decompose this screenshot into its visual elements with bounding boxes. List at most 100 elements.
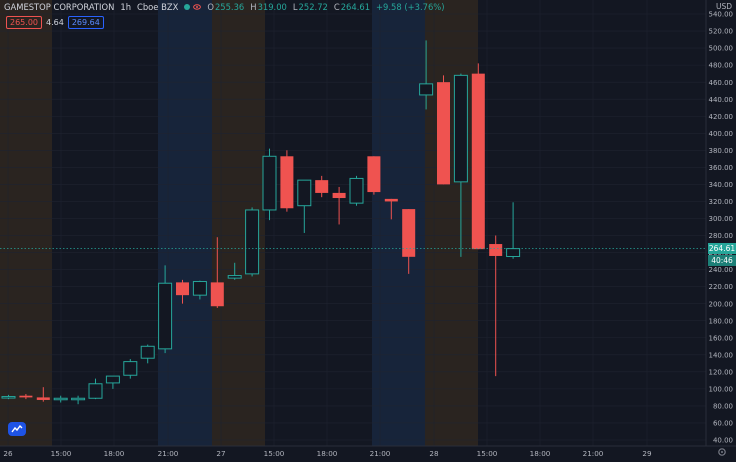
candle-body-up bbox=[506, 248, 521, 258]
candle-body-up bbox=[123, 361, 138, 376]
price-axis[interactable]: 540.00 520.00 500.00 480.00 460.00 440.00 420.… bbox=[705, 0, 734, 446]
settings-gear-icon[interactable] bbox=[716, 446, 728, 458]
candle bbox=[315, 175, 329, 198]
candle-body-down bbox=[332, 192, 346, 199]
buy-button[interactable]: 269.64 bbox=[67, 16, 104, 29]
interval-label[interactable]: 1h bbox=[120, 2, 132, 12]
spread-value: 4.64 bbox=[46, 18, 64, 27]
candle-body-down bbox=[367, 156, 381, 193]
price-tick-label: 320.00 bbox=[709, 198, 734, 206]
candle-body-up bbox=[158, 282, 173, 350]
candle bbox=[262, 148, 277, 221]
candle-series bbox=[1, 40, 521, 405]
eye-icon[interactable] bbox=[193, 3, 202, 11]
candle bbox=[36, 387, 50, 402]
candle-body-up bbox=[245, 209, 260, 275]
candle bbox=[19, 393, 33, 400]
legend-header: GAMESTOP CORPORATION 1h Cboe BZX O255.36… bbox=[0, 0, 706, 14]
legend-icons bbox=[184, 3, 202, 11]
candle-body-down bbox=[36, 397, 50, 400]
candle bbox=[176, 279, 189, 304]
candle bbox=[297, 179, 312, 233]
price-tick-label: 480.00 bbox=[709, 62, 734, 70]
candle-body-down bbox=[315, 180, 329, 193]
candle bbox=[280, 150, 294, 212]
candle bbox=[192, 280, 207, 300]
price-tick-label: 240.00 bbox=[709, 266, 734, 274]
currency-label[interactable]: USD bbox=[715, 2, 733, 11]
time-tick-label: 26 bbox=[3, 449, 13, 458]
candle bbox=[437, 75, 450, 185]
candle bbox=[402, 209, 416, 274]
candle bbox=[158, 265, 173, 354]
candle bbox=[71, 395, 86, 405]
time-tick-label: 15:00 bbox=[477, 449, 498, 458]
price-tick-label: 420.00 bbox=[709, 113, 734, 121]
candle bbox=[506, 202, 521, 259]
price-tick-label: 380.00 bbox=[709, 147, 734, 155]
low-value: 252.72 bbox=[298, 2, 328, 12]
candle bbox=[245, 207, 260, 277]
time-axis[interactable]: 26 15:00 18:00 21:00 27 15:00 18:00 21:00 28 15:0… bbox=[0, 445, 736, 458]
candle bbox=[384, 198, 398, 220]
price-tick-label: 120.00 bbox=[709, 368, 734, 376]
candle-body-up bbox=[419, 83, 434, 96]
candle bbox=[453, 73, 468, 257]
price-tick-label: 340.00 bbox=[709, 181, 734, 189]
candle bbox=[489, 235, 503, 377]
high-value: 319.00 bbox=[257, 2, 287, 12]
market-status-icon bbox=[184, 4, 191, 10]
symbol-name[interactable]: GAMESTOP CORPORATION bbox=[4, 2, 115, 12]
time-tick-label: 28 bbox=[429, 449, 439, 458]
price-tick-label: 40.00 bbox=[713, 437, 733, 445]
time-tick-label: 15:00 bbox=[51, 449, 72, 458]
price-tick-label: 80.00 bbox=[713, 403, 733, 411]
price-tick-label: 440.00 bbox=[709, 96, 734, 104]
candle-body-down bbox=[384, 198, 398, 202]
price-tick-label: 520.00 bbox=[709, 28, 734, 36]
candle-body-down bbox=[437, 82, 450, 185]
candle bbox=[123, 359, 138, 379]
session-band bbox=[158, 0, 212, 446]
open-label: O bbox=[207, 2, 214, 12]
candle-body-up bbox=[262, 155, 277, 211]
close-value: 264.61 bbox=[340, 2, 371, 12]
candle bbox=[471, 63, 485, 250]
candle bbox=[140, 344, 155, 364]
candle-body-down bbox=[489, 244, 503, 256]
price-tick-label: 60.00 bbox=[713, 420, 733, 428]
bar-countdown: 40:46 bbox=[708, 255, 736, 266]
low-label: L bbox=[292, 2, 298, 12]
candle bbox=[332, 186, 346, 225]
candle bbox=[88, 378, 103, 400]
candle bbox=[53, 395, 68, 403]
grid-lines bbox=[0, 0, 706, 446]
time-tick-label: 18:00 bbox=[530, 449, 551, 458]
candle-body-up bbox=[1, 396, 16, 399]
candle-body-up bbox=[88, 383, 103, 399]
open-value: 255.36 bbox=[214, 2, 245, 12]
candle-body-down bbox=[176, 282, 189, 296]
quote-panel: 265.00 4.64 269.64 bbox=[6, 16, 104, 29]
sell-button[interactable]: 265.00 bbox=[6, 16, 42, 29]
candle-body-up bbox=[453, 74, 468, 183]
price-tick-label: 540.00 bbox=[709, 11, 734, 19]
candle-body-down bbox=[471, 73, 485, 250]
candle bbox=[105, 375, 120, 389]
price-tick-label: 100.00 bbox=[709, 385, 734, 393]
candle-body-down bbox=[210, 282, 224, 307]
price-tick-label: 280.00 bbox=[709, 232, 734, 240]
price-tick-label: 460.00 bbox=[709, 79, 734, 87]
candle-body-down bbox=[280, 156, 294, 209]
time-tick-label: 18:00 bbox=[104, 449, 125, 458]
candle-body-up bbox=[349, 177, 364, 204]
candle-body-up bbox=[297, 179, 312, 207]
time-tick-label: 21:00 bbox=[158, 449, 179, 458]
candle-body-up bbox=[140, 345, 155, 359]
price-tick-label: 300.00 bbox=[709, 215, 734, 223]
candle-body-down bbox=[402, 209, 416, 257]
price-tick-label: 500.00 bbox=[709, 45, 734, 53]
tradingview-logo-icon[interactable] bbox=[8, 422, 26, 436]
